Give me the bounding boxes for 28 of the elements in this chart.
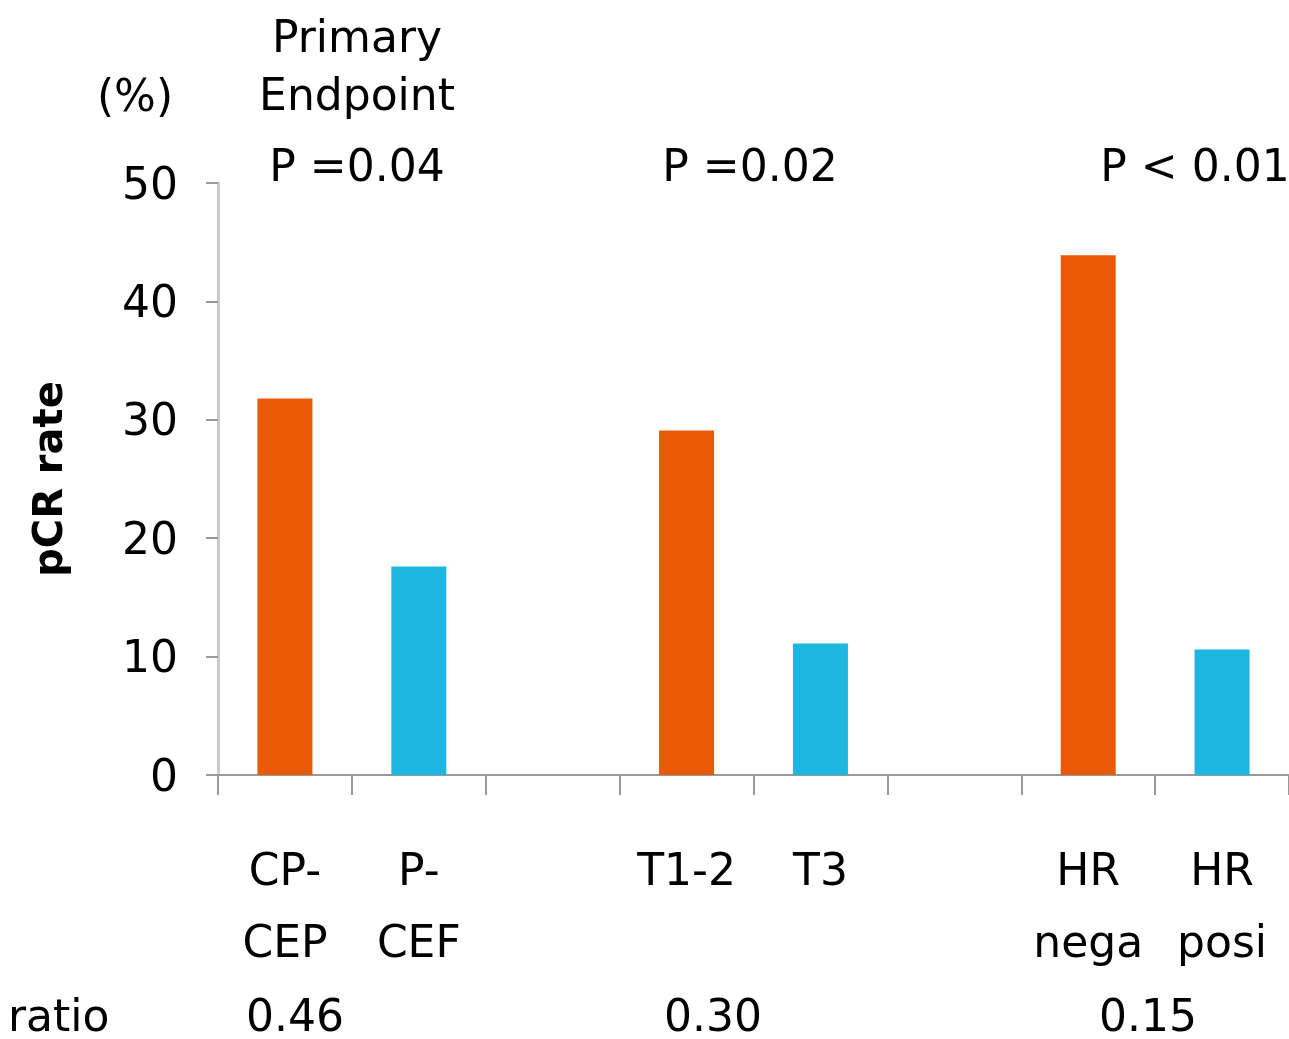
text: ratio bbox=[8, 989, 110, 1039]
y-tick-label: 50 bbox=[122, 157, 178, 209]
annotation: P =0.04 bbox=[269, 139, 445, 191]
x-tick-label: T3 bbox=[792, 843, 848, 895]
x-tick-label: CP- CEP bbox=[242, 843, 328, 967]
text: (%) bbox=[96, 69, 174, 121]
x-tick-label: HR posi bbox=[1177, 843, 1268, 967]
x-tick-label: P- CEF bbox=[376, 843, 461, 967]
bar bbox=[1060, 255, 1116, 775]
bar bbox=[391, 566, 447, 775]
y-tick-label: 0 bbox=[150, 749, 178, 801]
text: 0.15 bbox=[1099, 989, 1197, 1039]
y-tick-label: 10 bbox=[122, 631, 178, 683]
y-tick-label: 30 bbox=[122, 394, 178, 446]
annotation: P < 0.01 bbox=[1100, 139, 1289, 191]
text: Primary Endpoint bbox=[259, 10, 455, 120]
bar bbox=[792, 643, 848, 775]
x-tick-label: HR nega bbox=[1033, 843, 1144, 967]
bar bbox=[1194, 649, 1250, 775]
y-tick-label: 40 bbox=[122, 275, 178, 327]
text: 0.46 bbox=[246, 989, 344, 1039]
bar bbox=[659, 430, 715, 775]
bar bbox=[257, 398, 313, 775]
x-tick-label: T1-2 bbox=[636, 843, 736, 895]
annotation: P =0.02 bbox=[662, 139, 838, 191]
text: 0.30 bbox=[664, 989, 762, 1039]
y-tick-label: 20 bbox=[122, 512, 178, 564]
y-axis-title: pCR rate bbox=[25, 381, 71, 577]
